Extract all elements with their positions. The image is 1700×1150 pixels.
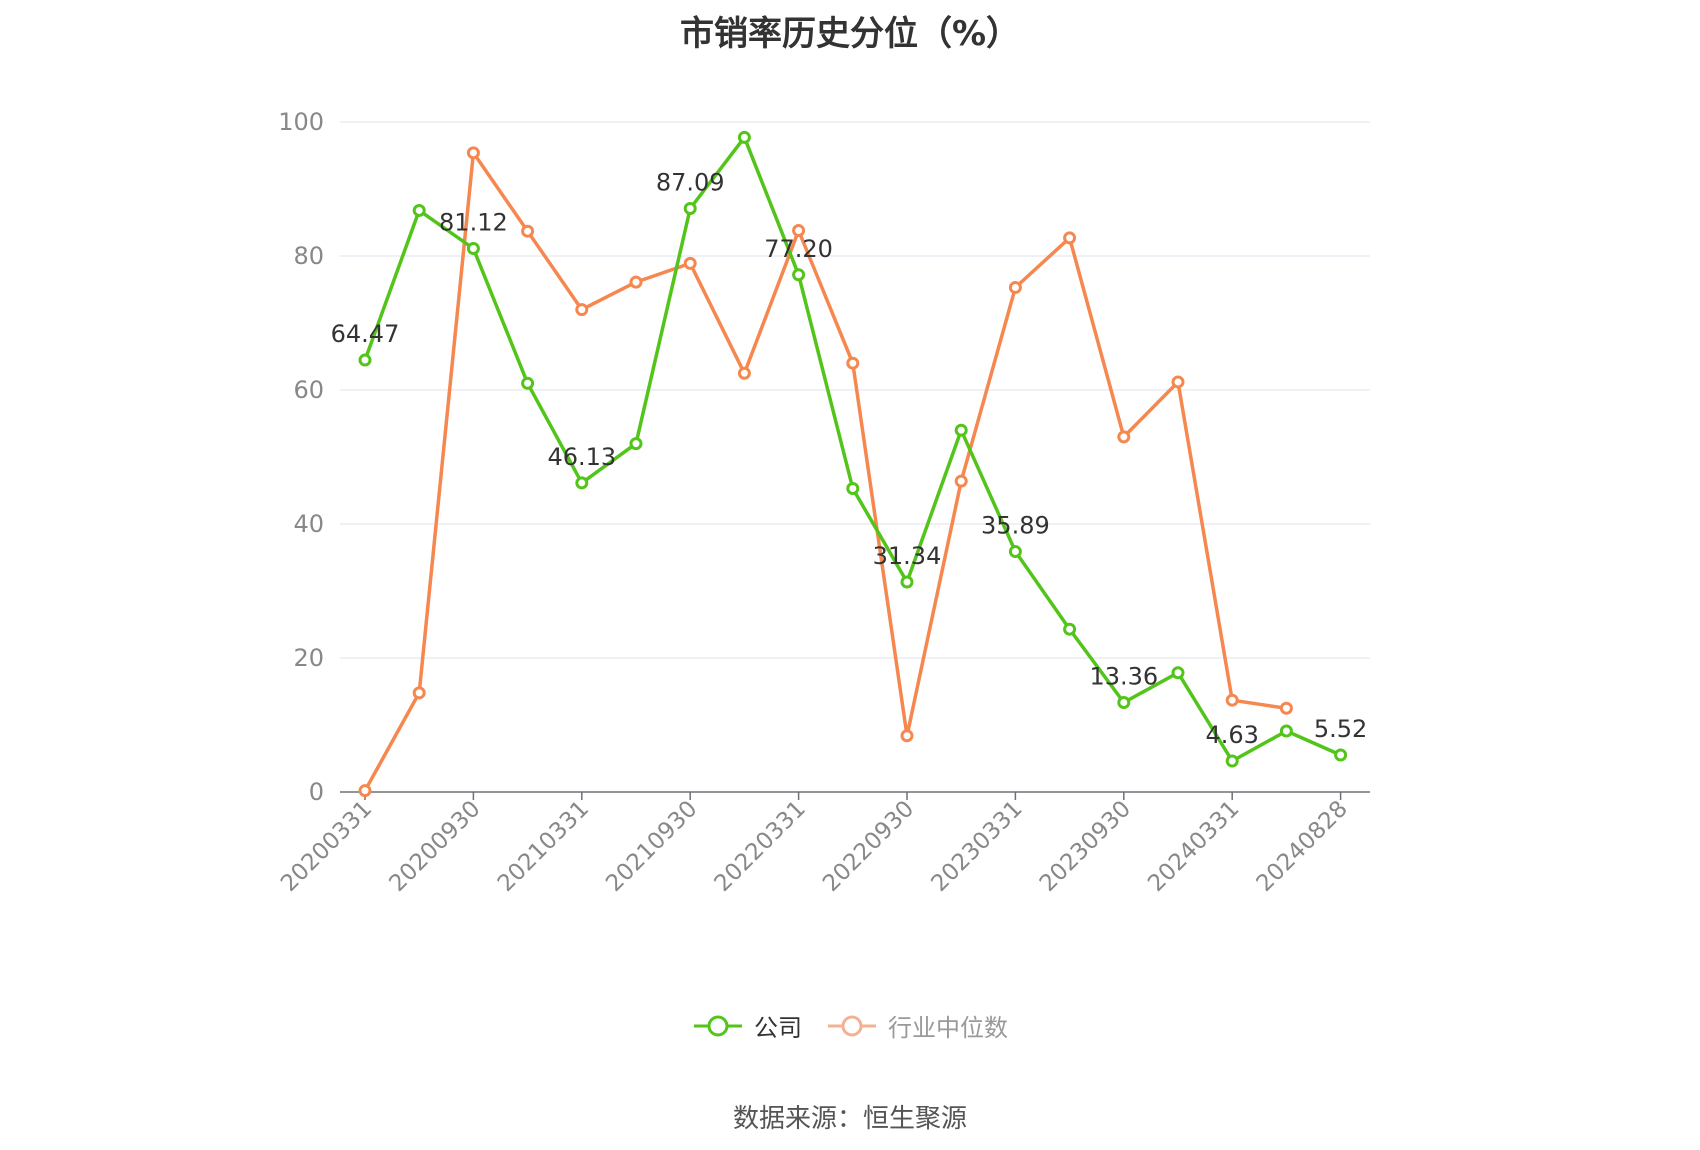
data-label: 5.52 bbox=[1314, 715, 1367, 743]
data-point-company[interactable] bbox=[900, 575, 914, 589]
legend-label-industry-median: 行业中位数 bbox=[888, 1014, 1008, 1042]
data-point-company[interactable] bbox=[1334, 748, 1348, 762]
data-point-company[interactable] bbox=[954, 423, 968, 437]
data-label: 81.12 bbox=[439, 208, 508, 236]
data-point-company[interactable] bbox=[1225, 754, 1239, 768]
legend-label-company: 公司 bbox=[754, 1014, 802, 1042]
data-source-note: 数据来源：恒生聚源 bbox=[732, 1104, 967, 1134]
data-point-industry-median[interactable] bbox=[521, 224, 535, 238]
x-tick-label: 20240828 bbox=[1252, 796, 1353, 897]
data-point-industry-median[interactable] bbox=[412, 686, 426, 700]
data-point-company[interactable] bbox=[1117, 695, 1131, 709]
data-point-company[interactable] bbox=[629, 437, 643, 451]
chart-legend: 公司 行业中位数 bbox=[0, 1008, 1700, 1043]
data-label: 46.13 bbox=[547, 443, 616, 471]
series-line-company bbox=[363, 135, 1342, 763]
data-label: 35.89 bbox=[981, 512, 1050, 540]
data-point-company[interactable] bbox=[737, 130, 751, 144]
data-point-company[interactable] bbox=[1279, 724, 1293, 738]
legend-swatch-company bbox=[694, 1015, 742, 1036]
x-tick-label: 20210930 bbox=[601, 796, 702, 897]
data-point-industry-median[interactable] bbox=[1171, 375, 1185, 389]
x-tick-label: 20230331 bbox=[926, 796, 1027, 897]
chart-title: 市销率历史分位（%） bbox=[679, 14, 1021, 54]
data-point-industry-median[interactable] bbox=[954, 474, 968, 488]
y-tick-label: 60 bbox=[293, 376, 324, 404]
data-point-company[interactable] bbox=[1008, 545, 1022, 559]
data-label: 87.09 bbox=[656, 168, 725, 196]
data-label: 31.34 bbox=[873, 542, 942, 570]
data-point-industry-median[interactable] bbox=[358, 784, 372, 798]
data-point-industry-median[interactable] bbox=[466, 146, 480, 160]
data-point-industry-median[interactable] bbox=[1117, 430, 1131, 444]
legend-swatch-industry-median bbox=[828, 1015, 876, 1036]
data-label: 4.63 bbox=[1205, 721, 1258, 749]
data-point-company[interactable] bbox=[466, 241, 480, 255]
data-point-company[interactable] bbox=[1063, 622, 1077, 636]
data-point-company[interactable] bbox=[521, 376, 535, 390]
y-tick-label: 20 bbox=[293, 644, 324, 672]
data-label: 64.47 bbox=[331, 320, 400, 348]
y-tick-label: 80 bbox=[293, 242, 324, 270]
data-label: 77.20 bbox=[764, 235, 833, 263]
y-tick-label: 100 bbox=[278, 108, 324, 136]
series-line-industry-median bbox=[363, 151, 1287, 792]
data-point-company[interactable] bbox=[1171, 666, 1185, 680]
data-point-company[interactable] bbox=[358, 353, 372, 367]
x-tick-label: 20230930 bbox=[1035, 796, 1136, 897]
data-point-industry-median[interactable] bbox=[1008, 280, 1022, 294]
data-point-industry-median[interactable] bbox=[1225, 693, 1239, 707]
data-point-company[interactable] bbox=[846, 481, 860, 495]
data-point-company[interactable] bbox=[792, 268, 806, 282]
data-point-industry-median[interactable] bbox=[792, 224, 806, 238]
data-point-industry-median[interactable] bbox=[575, 303, 589, 317]
data-point-industry-median[interactable] bbox=[737, 366, 751, 380]
legend-item-company[interactable]: 公司 bbox=[692, 1008, 802, 1043]
data-point-industry-median[interactable] bbox=[683, 256, 697, 270]
data-point-industry-median[interactable] bbox=[1279, 701, 1293, 715]
data-point-industry-median[interactable] bbox=[1063, 231, 1077, 245]
data-point-company[interactable] bbox=[575, 476, 589, 490]
data-point-industry-median[interactable] bbox=[900, 729, 914, 743]
data-point-company[interactable] bbox=[412, 203, 426, 217]
x-tick-label: 20240331 bbox=[1143, 796, 1244, 897]
data-point-industry-median[interactable] bbox=[629, 275, 643, 289]
x-tick-label: 20200930 bbox=[384, 796, 485, 897]
y-tick-label: 0 bbox=[309, 778, 324, 806]
legend-item-industry-median[interactable]: 行业中位数 bbox=[826, 1008, 1008, 1043]
x-tick-label: 20220331 bbox=[710, 796, 811, 897]
data-label: 13.36 bbox=[1089, 662, 1158, 690]
x-tick-label: 20220930 bbox=[818, 796, 919, 897]
y-tick-label: 40 bbox=[293, 510, 324, 538]
x-tick-label: 20210331 bbox=[493, 796, 594, 897]
x-tick-label: 20200331 bbox=[276, 796, 377, 897]
data-point-industry-median[interactable] bbox=[846, 356, 860, 370]
data-point-company[interactable] bbox=[683, 201, 697, 215]
